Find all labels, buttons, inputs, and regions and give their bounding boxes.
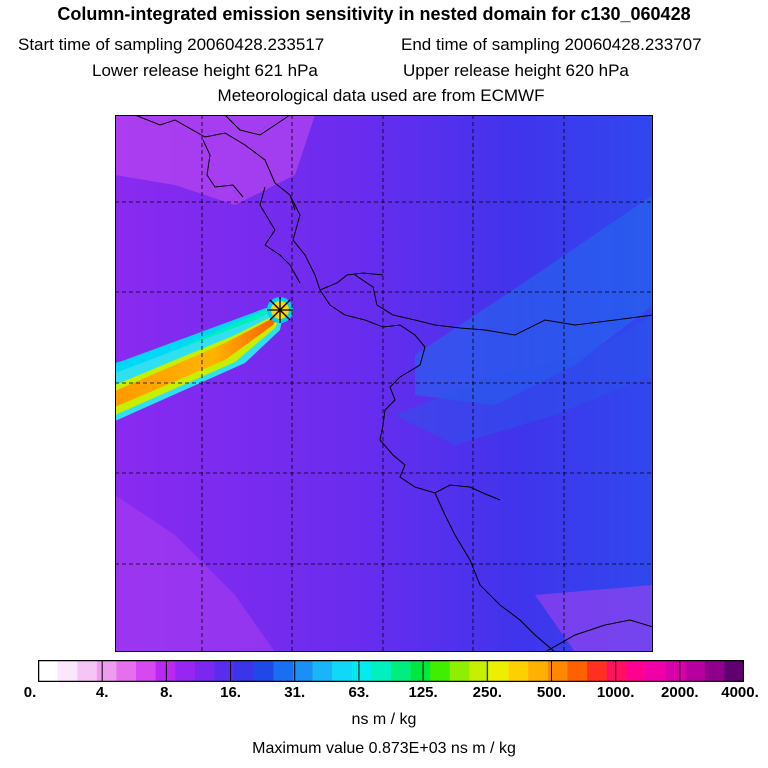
colorbar-swatch [312,661,333,681]
colorbar-tick-label: 250. [472,684,502,701]
sensitivity-map [115,115,653,652]
colorbar-tick-label: 1000. [596,684,635,701]
colorbar-swatch [38,661,59,681]
colorbar-swatch [606,661,627,681]
colorbar-swatch [410,661,431,681]
colorbar-swatch [489,661,510,681]
colorbar-swatch [234,661,255,681]
colorbar-swatch [155,661,176,681]
colorbar-swatch [194,661,215,681]
colorbar-swatch [645,661,667,681]
colorbar-swatch [292,661,314,681]
colorbar-swatch [371,661,392,681]
colorbar-swatch [724,661,744,681]
colorbar-tick-label: 2000. [661,684,699,701]
colorbar-swatch [508,661,529,681]
colorbar-swatch [567,661,588,681]
colorbar-swatch [449,661,470,681]
colorbar-swatch [253,661,274,681]
colorbar-swatch [469,661,490,681]
colorbar-swatch [665,661,686,681]
colorbar-swatch [587,661,608,681]
lower-release-label: Lower release height 621 hPa [92,61,318,80]
colorbar-tick-label: 4. [95,684,109,701]
colorbar-swatch [332,661,353,681]
colorbar-tick-label: 125. [408,684,438,701]
colorbar-tick-label: 8. [160,684,173,701]
start-time-label: Start time of sampling 20060428.233517 [18,35,325,54]
colorbar-swatch [214,661,235,681]
colorbar-swatch [136,661,157,681]
colorbar-swatch [547,661,568,681]
colorbar-tick-label: 4000. [721,684,759,701]
map-canvas [115,115,653,652]
colorbar-swatch [626,661,647,681]
colorbar-tick-label: 63. [348,684,370,701]
colorbar-swatch [704,661,725,681]
colorbar-swatch [685,661,706,681]
colorbar-swatch [175,661,196,681]
figure-title: Column-integrated emission sensitivity i… [57,4,691,24]
colorbar-swatch [351,661,372,681]
colorbar-tick-label: 31. [284,684,306,701]
met-data-label: Meteorological data used are from ECMWF [217,86,545,105]
colorbar-swatch [96,661,117,681]
colorbar-tick-label: 500. [536,684,567,701]
colorbar-swatch [430,661,451,681]
maximum-value-label: Maximum value 0.873E+03 ns m / kg [252,740,516,757]
colorbar-swatch [57,661,78,681]
colorbar-units: ns m / kg [351,711,417,728]
colorbar-swatch [273,661,294,681]
end-time-label: End time of sampling 20060428.233707 [401,35,702,54]
colorbar [38,660,744,682]
colorbar-swatch [528,661,549,681]
upper-release-label: Upper release height 620 hPa [403,61,629,80]
colorbar-border [38,660,744,682]
colorbar-swatch [391,661,412,681]
colorbar-swatch [77,661,98,681]
colorbar-tick-label: 0. [23,684,37,701]
colorbar-swatch [116,661,137,681]
colorbar-tick-label: 16. [220,684,241,701]
